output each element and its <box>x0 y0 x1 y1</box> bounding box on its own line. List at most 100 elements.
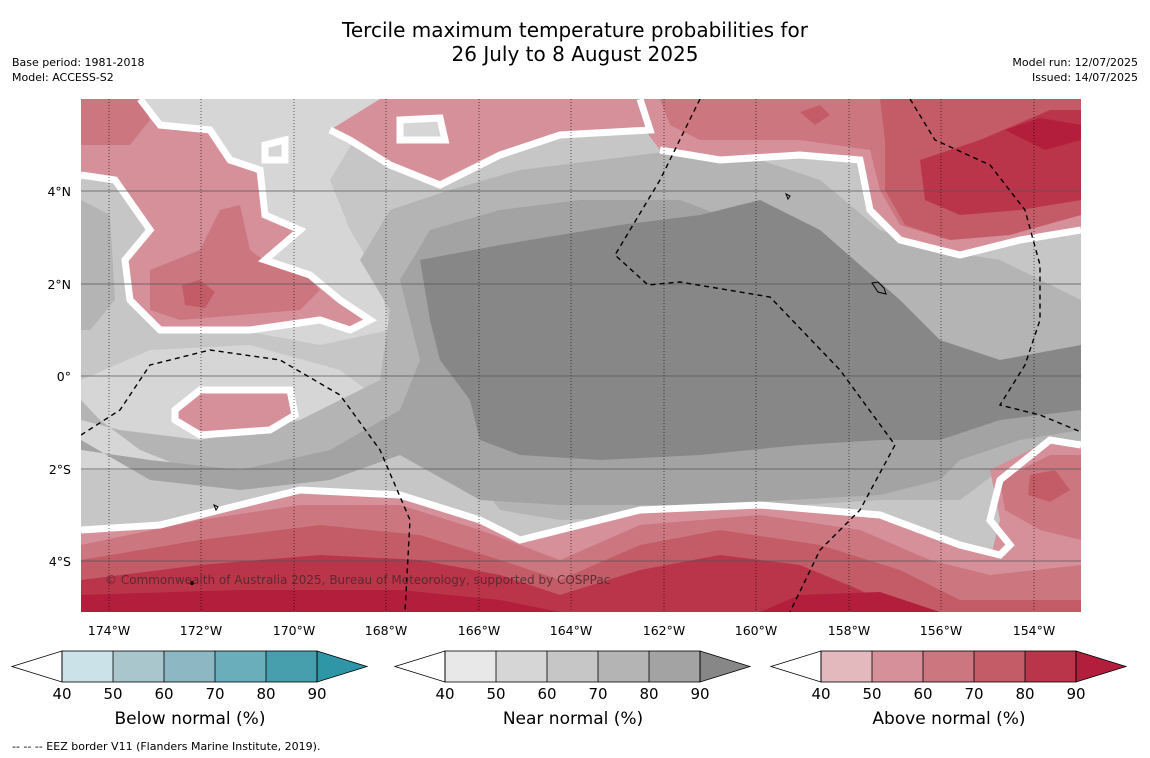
lat-tick: 0° <box>57 369 71 384</box>
below-normal-colorbar-segment <box>62 651 113 682</box>
boundary-nw-island <box>261 135 289 164</box>
near-normal-colorbar: 40 50 60 70 80 90 <box>393 650 752 703</box>
near-normal-colorbar-segment <box>547 651 598 682</box>
below-normal-tick-label: 80 <box>256 685 275 703</box>
boundary-south <box>81 436 1081 559</box>
colorbars: 40 50 60 70 80 90 40 50 60 70 80 90 40 50 60 70 80 90 <box>10 650 1128 703</box>
title-line-1: Tercile maximum temperature probabilitie… <box>342 18 808 42</box>
near-normal-low-arrow <box>393 650 446 683</box>
boundary-north-island <box>396 114 450 144</box>
below-normal-tick-label: 50 <box>103 685 122 703</box>
eez-borders <box>81 99 1081 612</box>
above-normal-tick-label: 50 <box>862 685 881 703</box>
base-info: Base period: 1981-2018 Model: ACCESS-S2 <box>12 55 144 85</box>
probability-field <box>81 99 1081 612</box>
below-normal-colorbar-label: Below normal (%) <box>114 709 266 729</box>
lat-tick: 2°S <box>49 462 71 477</box>
lon-tick: 164°W <box>550 623 592 638</box>
near-normal-tick-label: 90 <box>690 685 709 703</box>
boundary-ne <box>659 146 1081 259</box>
above-normal-colorbar-label: Above normal (%) <box>872 709 1026 729</box>
lat-tick: 2°N <box>47 277 71 292</box>
above-normal-ne-90-region <box>1005 118 1081 150</box>
above-normal-colorbar: 40 50 60 70 80 90 <box>769 650 1128 703</box>
above-normal-tick-label: 70 <box>964 685 983 703</box>
near-normal-tick-label: 40 <box>435 685 454 703</box>
category-boundaries <box>81 99 1081 559</box>
boundary-north <box>328 99 655 189</box>
lon-tick: 158°W <box>828 623 870 638</box>
below-normal-tick-label: 90 <box>307 685 326 703</box>
above-normal-tick-label: 90 <box>1066 685 1085 703</box>
near-normal-tick-label: 50 <box>486 685 505 703</box>
above-normal-colorbar-segment <box>821 651 872 682</box>
lon-tick: 166°W <box>458 623 500 638</box>
below-normal-tick-label: 70 <box>205 685 224 703</box>
eez-footnote: -- -- -- EEZ border V11 (Flanders Marine… <box>12 740 321 753</box>
islands <box>190 192 887 585</box>
near-normal-colorbar-segment <box>445 651 496 682</box>
near-normal-colorbar-segment <box>598 651 649 682</box>
above-normal-tick-label: 60 <box>913 685 932 703</box>
lat-tick: 4°N <box>47 184 71 199</box>
above-normal-colorbar-segment <box>974 651 1025 682</box>
boundary-equator-island <box>171 386 299 439</box>
above-normal-tick-label: 40 <box>811 685 830 703</box>
copyright-notice: © Commonwealth of Australia 2025, Bureau… <box>105 573 610 587</box>
base-period: Base period: 1981-2018 <box>12 56 145 69</box>
lon-tick: 154°W <box>1013 623 1055 638</box>
issued-date: Issued: 14/07/2025 <box>1031 71 1138 84</box>
above-normal-colorbar-segment <box>872 651 923 682</box>
near-normal-tick-label: 70 <box>588 685 607 703</box>
near-normal-70-west-region <box>81 200 115 330</box>
near-normal-colorbar-label: Near normal (%) <box>502 709 644 729</box>
above-normal-high-arrow <box>1075 650 1128 683</box>
above-normal-colorbar-segment <box>1025 651 1076 682</box>
near-normal-high-arrow <box>699 650 752 683</box>
eez-border-west <box>81 349 411 612</box>
lon-tick: 172°W <box>180 623 222 638</box>
below-normal-colorbar-segment <box>266 651 317 682</box>
model-run-date: Model run: 12/07/2025 <box>1012 56 1138 69</box>
lon-tick: 174°W <box>88 623 130 638</box>
below-normal-high-arrow <box>316 650 369 683</box>
lon-tick: 168°W <box>365 623 407 638</box>
lon-tick: 160°W <box>735 623 777 638</box>
above-normal-south-east-90-region <box>760 592 940 612</box>
near-normal-north-island-region <box>400 118 445 140</box>
above-normal-tick-label: 80 <box>1015 685 1034 703</box>
longitude-tick-labels: 174°W 172°W 170°W 168°W 166°W 164°W 162°… <box>88 623 1055 638</box>
above-normal-ne-patch-region <box>800 105 830 125</box>
lat-tick: 4°S <box>49 554 71 569</box>
title-line-2: 26 July to 8 August 2025 <box>451 42 699 66</box>
below-normal-colorbar-segment <box>215 651 266 682</box>
above-normal-low-arrow <box>769 650 822 683</box>
below-normal-tick-label: 40 <box>52 685 71 703</box>
below-normal-colorbar-segment <box>113 651 164 682</box>
below-normal-tick-label: 60 <box>154 685 173 703</box>
above-normal-nw-60-corner-region <box>81 99 150 145</box>
island-sw <box>213 503 219 512</box>
island-christmas <box>871 281 887 295</box>
island-jarvis-north <box>785 192 791 201</box>
near-normal-colorbar-segment <box>496 651 547 682</box>
lon-tick: 170°W <box>273 623 315 638</box>
run-info: Model run: 12/07/2025 Issued: 14/07/2025 <box>1012 55 1138 85</box>
latitude-tick-labels: 4°N 2°N 0° 2°S 4°S <box>47 184 71 569</box>
map-title: Tercile maximum temperature probabilitie… <box>0 18 1150 66</box>
eez-border-central <box>614 99 896 612</box>
model-name: Model: ACCESS-S2 <box>12 71 114 84</box>
below-normal-colorbar: 40 50 60 70 80 90 <box>10 650 369 703</box>
above-normal-nw-70-region <box>182 280 215 308</box>
lon-tick: 162°W <box>643 623 685 638</box>
above-normal-se-70-region <box>1028 470 1070 502</box>
below-normal-colorbar-segment <box>164 651 215 682</box>
near-normal-tick-label: 60 <box>537 685 556 703</box>
lon-tick: 156°W <box>920 623 962 638</box>
above-normal-equator-region <box>175 390 295 435</box>
above-normal-colorbar-segment <box>923 651 974 682</box>
near-normal-tick-label: 80 <box>639 685 658 703</box>
latitude-lines <box>81 190 1081 562</box>
near-normal-90-region <box>420 200 1081 460</box>
